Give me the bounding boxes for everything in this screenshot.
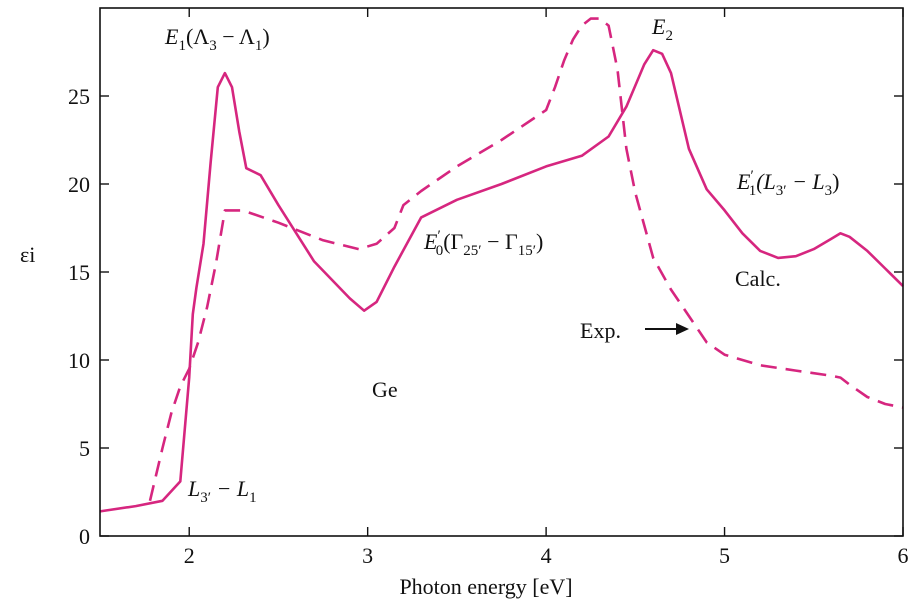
x-tick-label: 3 [362,543,373,568]
annotation-ge: Ge [372,377,398,402]
exp-arrow [645,323,689,335]
series-line-exp [148,17,904,502]
y-tick-label: 10 [68,348,90,373]
y-tick-label: 0 [79,524,90,549]
y-tick-label: 25 [68,84,90,109]
annotation-e1: E1(Λ3 − Λ1) [164,24,270,54]
annotation-e2: E2 [651,14,673,44]
annotation-l3-l1: L3′ − L1 [187,476,257,506]
y-tick-label: 5 [79,436,90,461]
x-tick-label: 2 [184,543,195,568]
x-tick-label: 6 [898,543,909,568]
annotation-e1-prime: E′ 1(L3′ − L3) [736,168,840,199]
y-tick-label: 20 [68,172,90,197]
series-line-calc [99,48,904,513]
annotation-exp: Exp. [580,318,621,343]
annotation-e0-prime: E′ 0(Γ25′ − Γ15′) [423,228,543,259]
y-axis-label: εi [20,242,35,267]
x-tick-label: 4 [541,543,552,568]
x-axis-label: Photon energy [eV] [399,574,572,599]
x-tick-label: 5 [719,543,730,568]
series-group [99,17,904,513]
plot-frame [99,7,904,537]
y-tick-label: 15 [68,260,90,285]
annotation-calc: Calc. [735,266,781,291]
